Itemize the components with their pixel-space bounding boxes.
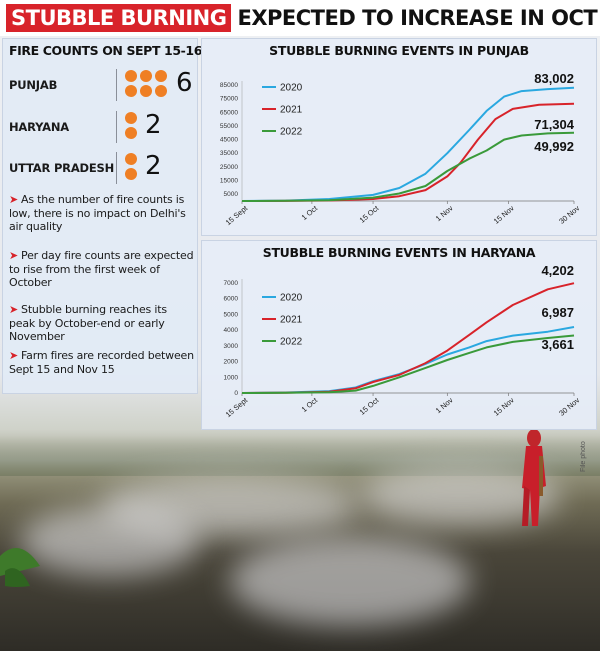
- y-tick-label: 3000: [224, 343, 239, 350]
- legend-label-2022: 2022: [280, 337, 303, 348]
- x-tick-label: 15 Sept: [224, 203, 250, 227]
- fire-dot: [155, 70, 167, 82]
- note-2: ➤ Per day fire counts are expected to ris…: [9, 249, 194, 289]
- state-name: UTTAR PRADESH: [9, 161, 115, 175]
- fire-counts-panel: FIRE COUNTS ON SEPT 15-16 PUNJAB 6 HARYA…: [2, 38, 202, 394]
- farmer-figure: [522, 429, 546, 526]
- y-tick-label: 2000: [224, 359, 239, 366]
- end-value-label-2022: 3,661: [541, 337, 574, 352]
- leaf-foreground: [0, 548, 40, 587]
- haryana-chart: 0 1000 2000 3000 4000 5000 6000 7000 15 Sept 1 Oc…: [224, 263, 582, 419]
- y-tick-label: 5000: [224, 191, 239, 198]
- x-tick-label: 1 Nov: [434, 395, 455, 415]
- state-name: PUNJAB: [9, 78, 58, 92]
- punjab-chart-panel: STUBBLE BURNING EVENTS IN PUNJAB 5000 150…: [201, 38, 597, 236]
- bullet-arrow-icon: ➤: [9, 303, 19, 316]
- y-tick-label: 5000: [224, 311, 239, 318]
- series-line-2022: [241, 334, 575, 394]
- y-tick-label: 0: [234, 390, 238, 397]
- x-tick-label: 15 Oct: [358, 203, 381, 225]
- x-tick-label: 30 Nov: [557, 395, 581, 417]
- x-tick-label: 15 Oct: [358, 395, 381, 417]
- state-name: HARYANA: [9, 120, 70, 134]
- bullet-arrow-icon: ➤: [9, 193, 19, 206]
- y-tick-label: 35000: [220, 150, 238, 157]
- fire-dot: [125, 127, 137, 139]
- fire-dot: [125, 70, 137, 82]
- headline-rest: EXPECTED TO INCREASE IN OCT: [237, 6, 598, 30]
- fire-dots: [125, 70, 167, 97]
- smoke-cloud: [20, 506, 200, 576]
- y-tick-label: 6000: [224, 296, 239, 303]
- x-tick-label: 15 Nov: [492, 203, 516, 225]
- punjab-chart: 5000 15000 25000 35000 45000 55000 65000 75000 8…: [220, 71, 582, 227]
- end-value-label-2020: 83,002: [534, 71, 574, 86]
- y-tick-label: 1000: [224, 374, 239, 381]
- x-tick-label: 15 Nov: [492, 395, 516, 417]
- fire-dot: [140, 85, 152, 97]
- x-tick-label: 1 Nov: [434, 203, 455, 223]
- state-row-haryana: HARYANA 2: [9, 109, 195, 145]
- legend-label-2022: 2022: [280, 127, 303, 138]
- end-value-label-2022: 49,992: [534, 139, 574, 154]
- series-line-2022: [241, 131, 575, 202]
- y-tick-label: 75000: [220, 96, 238, 103]
- bullet-arrow-icon: ➤: [9, 249, 19, 262]
- y-tick-label: 65000: [220, 109, 238, 116]
- x-tick-label: 15 Sept: [224, 395, 250, 419]
- smoke-cloud: [230, 536, 470, 626]
- y-tick-label: 4000: [224, 327, 239, 334]
- y-tick-label: 25000: [220, 164, 238, 171]
- headline: STUBBLE BURNING EXPECTED TO INCREASE IN …: [0, 0, 600, 36]
- end-value-label-2021: 71,304: [534, 117, 575, 132]
- state-divider: [116, 111, 117, 143]
- y-tick-label: 85000: [220, 82, 238, 89]
- fire-dot: [125, 112, 137, 124]
- bullet-arrow-icon: ➤: [9, 349, 19, 362]
- legend-label-2021: 2021: [280, 315, 303, 326]
- x-tick-label: 1 Oct: [300, 395, 320, 414]
- series-line-2021: [241, 102, 575, 202]
- fire-dots: [125, 153, 137, 180]
- state-row-punjab: PUNJAB 6: [9, 67, 195, 103]
- end-value-label-2020: 4,202: [541, 263, 574, 278]
- series-line-2020: [241, 86, 575, 202]
- y-tick-label: 45000: [220, 137, 238, 144]
- note-3: ➤ Stubble burning reaches its peak by Oct…: [9, 303, 167, 343]
- legend-label-2020: 2020: [280, 293, 303, 304]
- note-4: ➤ Farm fires are recorded between Sept 15…: [9, 349, 194, 376]
- y-tick-label: 7000: [224, 280, 239, 287]
- end-value-label-2021: 6,987: [541, 305, 574, 320]
- chart-title: STUBBLE BURNING EVENTS IN PUNJAB: [269, 43, 529, 58]
- fire-dot: [125, 168, 137, 180]
- note-1: ➤ As the number of fire counts is low, th…: [9, 193, 186, 233]
- y-tick-label: 55000: [220, 123, 238, 130]
- state-count: 2: [145, 110, 162, 140]
- fire-counts-title: FIRE COUNTS ON SEPT 15-16: [9, 43, 202, 58]
- fire-dots: [125, 112, 137, 139]
- state-row-uttar-pradesh: UTTAR PRADESH 2: [9, 150, 195, 186]
- chart-title: STUBBLE BURNING EVENTS IN HARYANA: [262, 245, 536, 260]
- haryana-chart-panel: STUBBLE BURNING EVENTS IN HARYANA 0 1000 2…: [201, 240, 597, 430]
- x-tick-label: 30 Nov: [557, 203, 581, 225]
- fire-dot: [125, 153, 137, 165]
- fire-dot: [140, 70, 152, 82]
- fire-dot: [125, 85, 137, 97]
- x-tick-label: 1 Oct: [300, 203, 320, 222]
- legend-label-2021: 2021: [280, 105, 303, 116]
- y-tick-label: 15000: [220, 178, 238, 185]
- legend-label-2020: 2020: [280, 83, 303, 94]
- photo-credit: File photo: [580, 441, 587, 472]
- headline-highlight: STUBBLE BURNING: [6, 4, 232, 32]
- state-divider: [116, 69, 117, 101]
- fire-dot: [155, 85, 167, 97]
- state-divider: [116, 152, 117, 184]
- state-count: 2: [145, 151, 162, 181]
- state-count: 6: [176, 68, 193, 98]
